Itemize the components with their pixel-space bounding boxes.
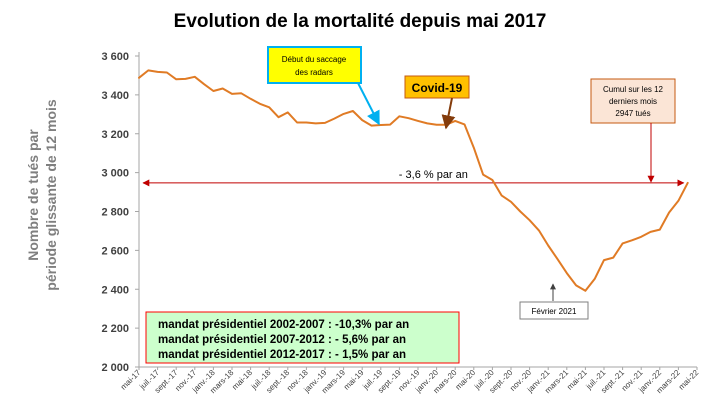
x-tick-label: mai-19 (342, 368, 366, 392)
y-tick-label: 2 000 (101, 362, 129, 374)
mandat-line-3: mandat présidentiel 2012-2017 : - 1,5% p… (158, 349, 406, 361)
trend-label: - 3,6 % par an (399, 169, 468, 181)
cumul-callout-line-1: Cumul sur les 12 (603, 85, 664, 94)
x-tick-label: mai-20 (454, 368, 478, 392)
y-tick-label: 2 800 (101, 207, 129, 219)
trend-layer: - 3,6 % par an (142, 169, 685, 187)
mandat-line-2: mandat présidentiel 2007-2012 : - 5,6% p… (158, 334, 406, 346)
covid-annotation: Covid-19 (404, 75, 470, 130)
fevrier-callout-label: Février 2021 (532, 307, 577, 316)
covid-arrow (441, 97, 456, 130)
radars-annotation: Début du saccage des radars (267, 46, 380, 126)
y-tick-label: 3 600 (101, 51, 129, 63)
cumul-callout-line-2: derniers mois (609, 97, 657, 106)
radars-arrow (357, 82, 380, 126)
radars-callout-line-1: Début du saccage (282, 55, 347, 64)
cumul-callout-line-3: 2947 tués (615, 109, 650, 118)
series-line (138, 69, 689, 292)
y-tick-label: 2 400 (101, 284, 129, 296)
y-tick-label: 3 000 (101, 168, 129, 180)
y-axis-label-line-1: Nombre de tués par (25, 129, 41, 261)
fevrier-callout-box (519, 301, 589, 320)
fevrier-annotation: Février 2021 (519, 283, 589, 320)
y-tick-label: 3 200 (101, 129, 129, 141)
y-tick-label: 2 200 (101, 323, 129, 335)
chart-title: Evolution de la mortalité depuis mai 201… (174, 11, 547, 32)
series-layer (138, 69, 689, 292)
x-tick-label: mai-22 (677, 368, 701, 392)
x-tick-label: mai-21 (565, 368, 589, 392)
covid-callout-box (404, 75, 470, 99)
y-tick-label: 3 400 (101, 90, 129, 102)
y-tick-label: 2 600 (101, 245, 129, 257)
radars-callout-box (267, 46, 362, 84)
mandats-box: mandat présidentiel 2002-2007 : -10,3% p… (145, 311, 460, 364)
radars-callout-line-2: des radars (295, 68, 333, 77)
mandat-line-1: mandat présidentiel 2002-2007 : -10,3% p… (158, 319, 409, 331)
x-tick-label: mai-18 (230, 368, 254, 392)
y-axis-label: Nombre de tués par période glissante de … (25, 99, 59, 291)
mandats-box-bg (145, 311, 460, 364)
cumul-annotation: Cumul sur les 12 derniers mois 2947 tués (590, 78, 676, 183)
y-axis-label-line-2: période glissante de 12 mois (43, 99, 59, 291)
cumul-callout-box (590, 78, 676, 124)
covid-callout-label: Covid-19 (412, 81, 463, 95)
